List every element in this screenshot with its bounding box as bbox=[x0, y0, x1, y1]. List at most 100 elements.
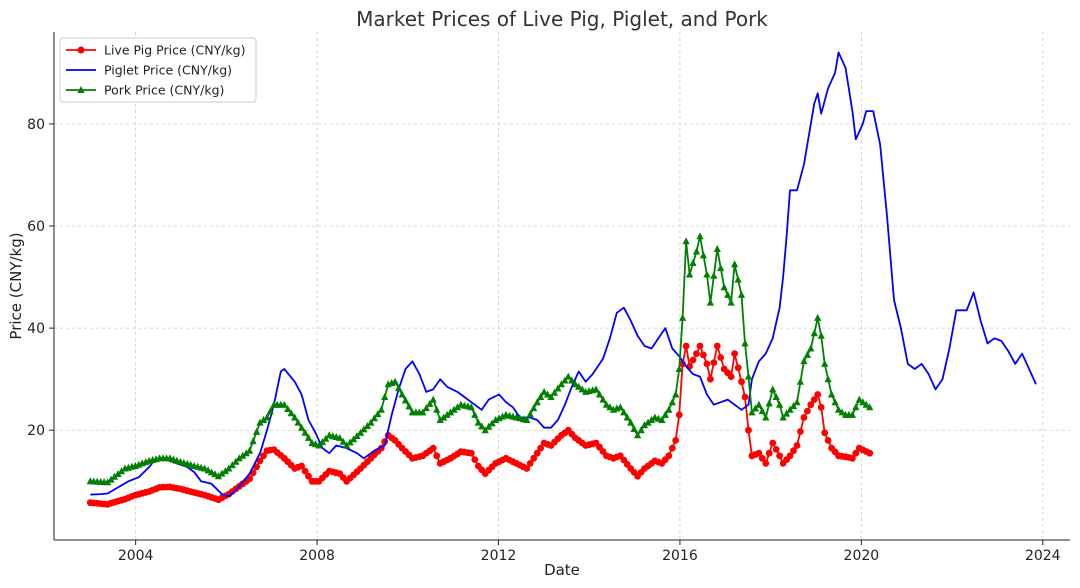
data-point bbox=[707, 375, 714, 383]
data-point bbox=[713, 245, 721, 252]
data-point bbox=[710, 271, 718, 279]
data-point bbox=[557, 380, 565, 388]
data-point bbox=[377, 405, 385, 413]
data-point bbox=[776, 452, 783, 460]
y-tick-label: 40 bbox=[27, 321, 45, 337]
data-point bbox=[772, 446, 780, 453]
data-point bbox=[606, 403, 614, 411]
data-point bbox=[693, 350, 700, 357]
data-point bbox=[824, 437, 832, 444]
data-point bbox=[474, 418, 482, 426]
grid bbox=[54, 32, 1070, 540]
data-point bbox=[789, 402, 798, 409]
data-point bbox=[790, 447, 797, 455]
data-point bbox=[675, 411, 683, 419]
data-point bbox=[630, 425, 638, 432]
data-point bbox=[367, 418, 375, 426]
data-point bbox=[810, 396, 818, 403]
data-point bbox=[419, 408, 427, 416]
data-point bbox=[769, 385, 777, 393]
data-point bbox=[852, 403, 860, 411]
data-point bbox=[571, 380, 579, 388]
data-point bbox=[682, 237, 690, 245]
data-point bbox=[682, 342, 690, 350]
data-point bbox=[672, 390, 680, 398]
data-point bbox=[741, 339, 749, 347]
data-point bbox=[405, 402, 413, 410]
data-point bbox=[246, 446, 254, 454]
data-point bbox=[807, 401, 815, 409]
y-tick-label: 80 bbox=[27, 117, 45, 133]
data-point bbox=[717, 354, 725, 361]
data-point bbox=[658, 416, 666, 423]
data-point bbox=[568, 376, 576, 384]
data-point bbox=[803, 350, 811, 358]
data-point bbox=[422, 404, 430, 412]
data-point bbox=[727, 373, 735, 380]
y-tick-label: 60 bbox=[27, 219, 45, 235]
data-point bbox=[339, 437, 347, 445]
data-point bbox=[821, 429, 829, 437]
legend: Live Pig Price (CNY/kg) Piglet Price (CNY… bbox=[59, 37, 257, 103]
data-point bbox=[758, 407, 766, 415]
data-point bbox=[696, 342, 704, 350]
data-point bbox=[783, 409, 791, 417]
data-point bbox=[253, 427, 261, 435]
data-point bbox=[817, 403, 825, 411]
data-point bbox=[214, 472, 223, 480]
data-point bbox=[717, 264, 725, 272]
data-point bbox=[450, 405, 458, 413]
x-tick-label: 2024 bbox=[1025, 548, 1061, 564]
data-point bbox=[862, 400, 870, 408]
data-point bbox=[530, 404, 538, 412]
series-layer bbox=[86, 51, 1037, 508]
data-point bbox=[620, 408, 628, 416]
data-point bbox=[564, 372, 572, 380]
data-point bbox=[734, 364, 742, 372]
data-point bbox=[831, 398, 839, 406]
data-point bbox=[550, 388, 559, 396]
data-point bbox=[298, 462, 305, 470]
data-point bbox=[259, 416, 268, 423]
data-point bbox=[616, 403, 624, 411]
data-point bbox=[543, 390, 552, 398]
data-point bbox=[623, 413, 631, 421]
data-point bbox=[755, 400, 763, 408]
data-point bbox=[298, 423, 306, 431]
data-point bbox=[526, 410, 534, 418]
data-point bbox=[762, 413, 770, 421]
data-point bbox=[679, 313, 687, 321]
data-point bbox=[758, 454, 766, 462]
data-point bbox=[301, 428, 309, 436]
data-point bbox=[866, 403, 874, 411]
data-point bbox=[374, 410, 382, 418]
x-tick-label: 2012 bbox=[481, 548, 517, 564]
data-point bbox=[692, 247, 701, 255]
chart-title: Market Prices of Live Pig, Piglet, and P… bbox=[356, 7, 768, 31]
data-point bbox=[398, 390, 406, 398]
data-point bbox=[391, 377, 399, 385]
data-point bbox=[700, 351, 707, 359]
data-point bbox=[523, 416, 531, 423]
data-point bbox=[644, 418, 652, 426]
x-tick-label: 2008 bbox=[299, 548, 335, 564]
data-point bbox=[114, 470, 122, 477]
data-point bbox=[838, 408, 846, 416]
data-point bbox=[533, 398, 541, 406]
data-point bbox=[807, 344, 815, 352]
x-axis-label: Date bbox=[544, 561, 580, 579]
data-point bbox=[748, 408, 756, 416]
data-point bbox=[647, 416, 656, 423]
data-point bbox=[443, 410, 451, 418]
data-point bbox=[304, 433, 313, 441]
data-point bbox=[523, 465, 531, 472]
data-point bbox=[765, 449, 773, 457]
data-point bbox=[776, 400, 784, 408]
data-point bbox=[370, 414, 378, 422]
data-point bbox=[249, 437, 257, 445]
data-point bbox=[665, 405, 673, 413]
y-tick-label: 20 bbox=[27, 423, 45, 439]
data-point bbox=[640, 421, 649, 429]
data-point bbox=[796, 377, 804, 385]
data-point bbox=[724, 290, 732, 298]
